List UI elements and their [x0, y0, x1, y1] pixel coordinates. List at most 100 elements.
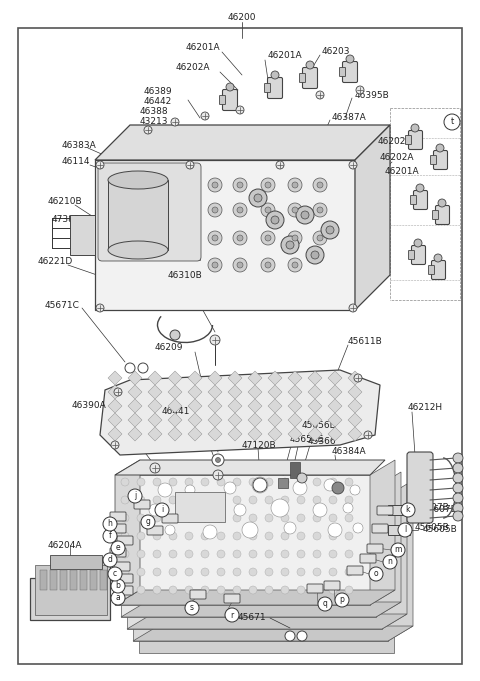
Polygon shape [328, 399, 342, 413]
Circle shape [297, 568, 305, 576]
Circle shape [217, 532, 225, 540]
Polygon shape [121, 487, 376, 617]
Circle shape [242, 522, 258, 538]
Text: c: c [113, 569, 117, 578]
Polygon shape [108, 371, 122, 385]
Text: p: p [339, 595, 345, 605]
Circle shape [137, 496, 145, 504]
Text: 46200: 46200 [228, 14, 256, 22]
FancyBboxPatch shape [267, 78, 283, 99]
Circle shape [121, 550, 129, 558]
Polygon shape [115, 475, 370, 605]
Circle shape [155, 503, 169, 517]
Circle shape [316, 91, 324, 99]
Text: 46202A: 46202A [380, 153, 415, 163]
Circle shape [281, 532, 289, 540]
Circle shape [150, 463, 160, 473]
Text: 45607B: 45607B [423, 505, 458, 515]
Circle shape [137, 478, 145, 486]
Circle shape [185, 568, 193, 576]
FancyBboxPatch shape [324, 581, 340, 590]
Polygon shape [133, 511, 388, 641]
Circle shape [138, 363, 148, 373]
Circle shape [346, 55, 354, 63]
Polygon shape [108, 385, 122, 399]
Circle shape [345, 496, 353, 504]
Circle shape [288, 203, 302, 217]
Circle shape [212, 182, 218, 188]
Text: 45671C: 45671C [45, 300, 80, 309]
Polygon shape [127, 499, 382, 629]
Circle shape [265, 182, 271, 188]
Text: 47385: 47385 [52, 215, 81, 225]
Polygon shape [382, 484, 407, 629]
Circle shape [436, 144, 444, 152]
Bar [40, 570, 47, 590]
Circle shape [313, 503, 327, 517]
Circle shape [153, 532, 161, 540]
Circle shape [237, 182, 243, 188]
Circle shape [297, 631, 307, 641]
FancyBboxPatch shape [432, 210, 439, 219]
Circle shape [185, 586, 193, 594]
Circle shape [201, 112, 209, 120]
Circle shape [349, 161, 357, 169]
FancyBboxPatch shape [411, 245, 425, 264]
Text: d: d [108, 556, 112, 565]
Text: 46442: 46442 [144, 97, 172, 106]
Circle shape [233, 178, 247, 192]
Polygon shape [148, 399, 162, 413]
Circle shape [208, 178, 222, 192]
Circle shape [226, 83, 234, 91]
Circle shape [281, 496, 289, 504]
Circle shape [398, 523, 412, 537]
Circle shape [234, 504, 246, 516]
Circle shape [169, 478, 177, 486]
Polygon shape [208, 371, 222, 385]
Circle shape [165, 525, 175, 535]
Circle shape [185, 485, 195, 495]
Circle shape [329, 514, 337, 522]
Polygon shape [228, 413, 242, 427]
Circle shape [313, 586, 321, 594]
Bar [100, 570, 107, 590]
Circle shape [285, 631, 295, 641]
Text: 46201A: 46201A [268, 52, 302, 61]
Polygon shape [108, 399, 122, 413]
Circle shape [332, 482, 344, 494]
FancyBboxPatch shape [110, 548, 126, 557]
Bar [70, 570, 77, 590]
FancyBboxPatch shape [408, 131, 422, 150]
Circle shape [137, 532, 145, 540]
FancyBboxPatch shape [406, 136, 411, 144]
Circle shape [453, 473, 463, 483]
Circle shape [201, 496, 209, 504]
Text: 45605B: 45605B [415, 524, 450, 533]
FancyBboxPatch shape [433, 151, 447, 170]
Circle shape [345, 532, 353, 540]
Polygon shape [100, 370, 380, 455]
Circle shape [313, 178, 327, 192]
Circle shape [313, 550, 321, 558]
Circle shape [237, 262, 243, 268]
Circle shape [185, 601, 199, 615]
Polygon shape [348, 399, 362, 413]
Circle shape [276, 161, 284, 169]
Circle shape [345, 568, 353, 576]
Circle shape [169, 568, 177, 576]
Polygon shape [115, 460, 385, 475]
Circle shape [169, 586, 177, 594]
Circle shape [212, 454, 224, 466]
Circle shape [121, 586, 129, 594]
Circle shape [185, 532, 193, 540]
Circle shape [201, 514, 209, 522]
Circle shape [121, 568, 129, 576]
Circle shape [233, 478, 241, 486]
Polygon shape [128, 427, 142, 441]
Circle shape [326, 226, 334, 234]
Polygon shape [328, 413, 342, 427]
Polygon shape [148, 371, 162, 385]
Circle shape [185, 514, 193, 522]
Circle shape [335, 593, 349, 607]
Polygon shape [208, 427, 222, 441]
